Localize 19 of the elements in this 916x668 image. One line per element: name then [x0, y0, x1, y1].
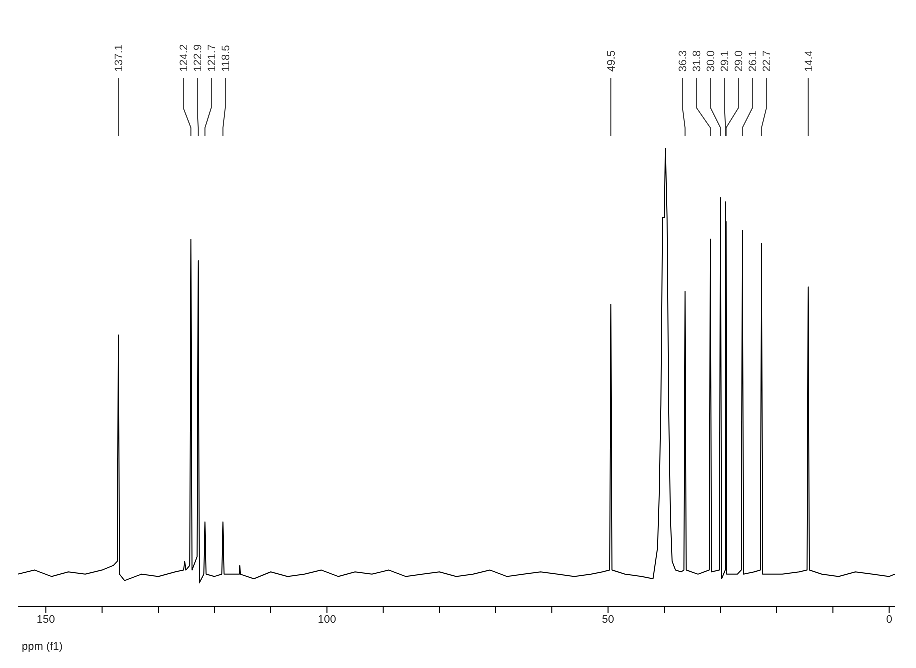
x-tick-label: 100 [318, 614, 336, 626]
annotation: 22.7 [762, 50, 774, 72]
annotation: 14.4 [803, 50, 816, 72]
x-tick-label: 150 [36, 614, 56, 626]
annotation: 118.5 [220, 45, 233, 72]
annotation: 36.3 [678, 50, 690, 72]
annotation: 31.8 [692, 50, 704, 72]
annotation: 49.5 [606, 50, 618, 72]
annotation: 26.1 [748, 50, 760, 72]
annotation: 29.0 [734, 50, 746, 72]
annotation: 124.2 [178, 44, 191, 72]
x-axis-title: ppm (f1) [22, 641, 63, 653]
annotation: 121.7 [206, 44, 219, 72]
annotation: 29.1 [720, 50, 732, 72]
annotation: 137.1 [114, 44, 126, 72]
x-tick-label: 50 [602, 614, 614, 626]
annotation: 30.0 [706, 50, 718, 72]
x-tick-label: 0 [886, 614, 892, 626]
annotation: 122.9 [192, 44, 205, 72]
